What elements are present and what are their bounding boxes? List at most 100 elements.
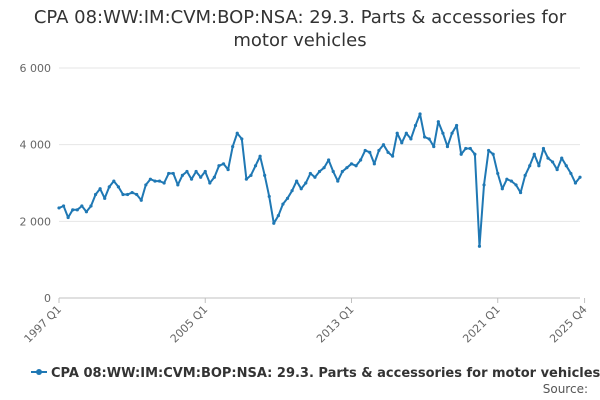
data-point[interactable] [459,152,463,156]
data-point[interactable] [130,190,134,195]
data-point[interactable] [75,208,79,212]
data-point[interactable] [253,164,258,168]
data-point[interactable] [176,183,180,187]
data-point[interactable] [573,181,578,185]
data-point[interactable] [404,131,408,135]
data-point[interactable] [212,175,216,179]
data-point[interactable] [509,179,514,183]
data-point[interactable] [345,166,349,170]
data-point[interactable] [235,131,239,135]
data-point[interactable] [221,162,226,166]
data-point[interactable] [386,150,390,154]
data-point[interactable] [217,164,221,168]
data-point[interactable] [304,181,308,185]
data-point[interactable] [532,152,536,156]
data-point[interactable] [372,162,376,166]
legend[interactable]: CPA 08:WW:IM:CVM:BOP:NSA: 29.3. Parts & … [31,366,600,381]
data-point[interactable] [171,171,175,176]
data-point[interactable] [436,120,440,124]
data-point[interactable] [496,171,500,176]
data-point[interactable] [139,198,143,202]
data-point[interactable] [473,152,477,156]
data-point[interactable] [400,141,404,145]
data-point[interactable] [336,179,340,183]
data-point[interactable] [272,221,276,225]
data-point[interactable] [80,204,84,208]
data-point[interactable] [71,208,75,212]
data-point[interactable] [546,156,550,160]
data-point[interactable] [528,164,532,168]
data-point[interactable] [550,160,555,164]
data-point[interactable] [363,148,367,153]
data-point[interactable] [578,175,582,179]
data-point[interactable] [295,179,299,183]
data-point[interactable] [505,177,509,181]
data-point[interactable] [157,179,162,183]
data-point[interactable] [194,169,198,174]
data-point[interactable] [427,137,431,141]
data-point[interactable] [409,137,413,141]
data-point[interactable] [537,164,541,168]
data-point[interactable] [308,171,312,176]
data-point[interactable] [340,169,344,174]
data-point[interactable] [61,204,66,208]
data-point[interactable] [354,164,358,168]
data-point[interactable] [477,244,482,248]
data-point[interactable] [180,173,184,177]
data-point[interactable] [226,167,230,172]
data-point[interactable] [468,146,472,151]
data-point[interactable] [89,204,93,208]
data-point[interactable] [208,181,212,185]
data-point[interactable] [125,192,130,197]
data-point[interactable] [93,192,98,197]
source-label[interactable]: Source: [543,382,588,396]
data-point[interactable] [112,179,116,183]
data-point[interactable] [244,177,248,181]
data-point[interactable] [441,131,445,135]
data-point[interactable] [121,192,125,197]
data-point[interactable] [144,183,148,187]
data-point[interactable] [299,187,303,191]
data-point[interactable] [391,154,395,158]
data-point[interactable] [322,166,326,170]
data-point[interactable] [276,213,280,218]
data-point[interactable] [258,154,262,158]
data-point[interactable] [368,150,372,154]
data-point[interactable] [327,158,331,162]
data-point[interactable] [423,135,427,139]
data-point[interactable] [240,137,244,141]
data-point[interactable] [541,146,546,151]
data-point[interactable] [432,144,436,149]
data-point[interactable] [317,169,322,174]
data-point[interactable] [249,173,253,177]
data-point[interactable] [203,169,207,174]
data-point[interactable] [313,175,317,179]
data-point[interactable] [418,112,422,116]
data-point[interactable] [464,146,468,151]
data-point[interactable] [349,162,354,166]
data-point[interactable] [231,144,235,149]
data-point[interactable] [162,181,166,185]
data-point[interactable] [66,215,70,220]
data-point[interactable] [84,210,89,214]
data-point[interactable] [189,177,194,181]
data-point[interactable] [381,143,386,147]
data-point[interactable] [555,167,559,172]
data-point[interactable] [413,123,418,128]
data-point[interactable] [450,131,454,135]
data-point[interactable] [103,196,107,200]
data-point[interactable] [281,202,285,206]
data-point[interactable] [514,183,518,187]
data-point[interactable] [500,187,504,191]
data-point[interactable] [116,185,121,189]
data-point[interactable] [267,194,271,199]
data-point[interactable] [455,123,459,128]
data-point[interactable] [560,156,564,160]
data-point[interactable] [482,183,486,187]
data-point[interactable] [285,196,290,200]
data-point[interactable] [135,192,139,197]
data-point[interactable] [290,189,294,193]
data-point[interactable] [359,158,363,162]
data-point[interactable] [569,171,573,176]
data-point[interactable] [331,169,335,174]
